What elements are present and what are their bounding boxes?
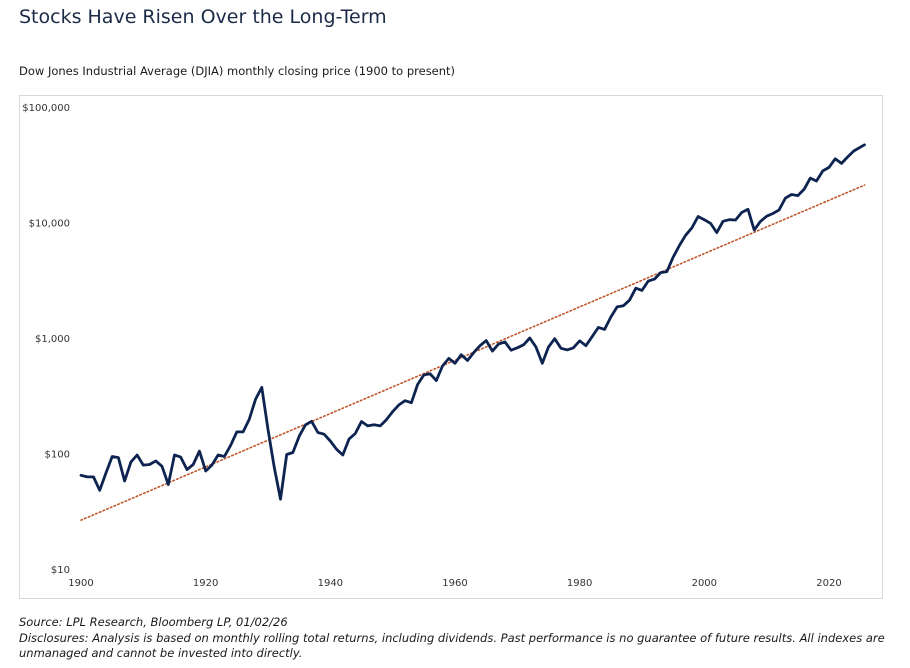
y-tick-label: $100,000 [22, 103, 70, 114]
y-tick-label: $10 [51, 565, 70, 576]
source: Source: LPL Research, Bloomberg LP, 01/0… [19, 615, 288, 629]
disclosures: Disclosures: Analysis is based on monthl… [19, 631, 885, 660]
x-tick-label: 2000 [692, 578, 717, 589]
x-tick-label: 2020 [816, 578, 841, 589]
subtitle: Dow Jones Industrial Average (DJIA) mont… [19, 64, 456, 78]
title: Stocks Have Risen Over the Long-Term [19, 6, 387, 28]
chart-frame [19, 95, 883, 599]
x-tick-label: 1940 [318, 578, 343, 589]
x-tick-label: 1900 [68, 578, 93, 589]
price-line [79, 143, 866, 501]
x-tick-label: 1920 [193, 578, 218, 589]
y-tick-label: $100 [45, 450, 70, 461]
y-tick-label: $1,000 [35, 334, 70, 345]
y-tick-label: $10,000 [29, 219, 70, 230]
x-tick-label: 1980 [567, 578, 592, 589]
x-tick-label: 1960 [442, 578, 467, 589]
